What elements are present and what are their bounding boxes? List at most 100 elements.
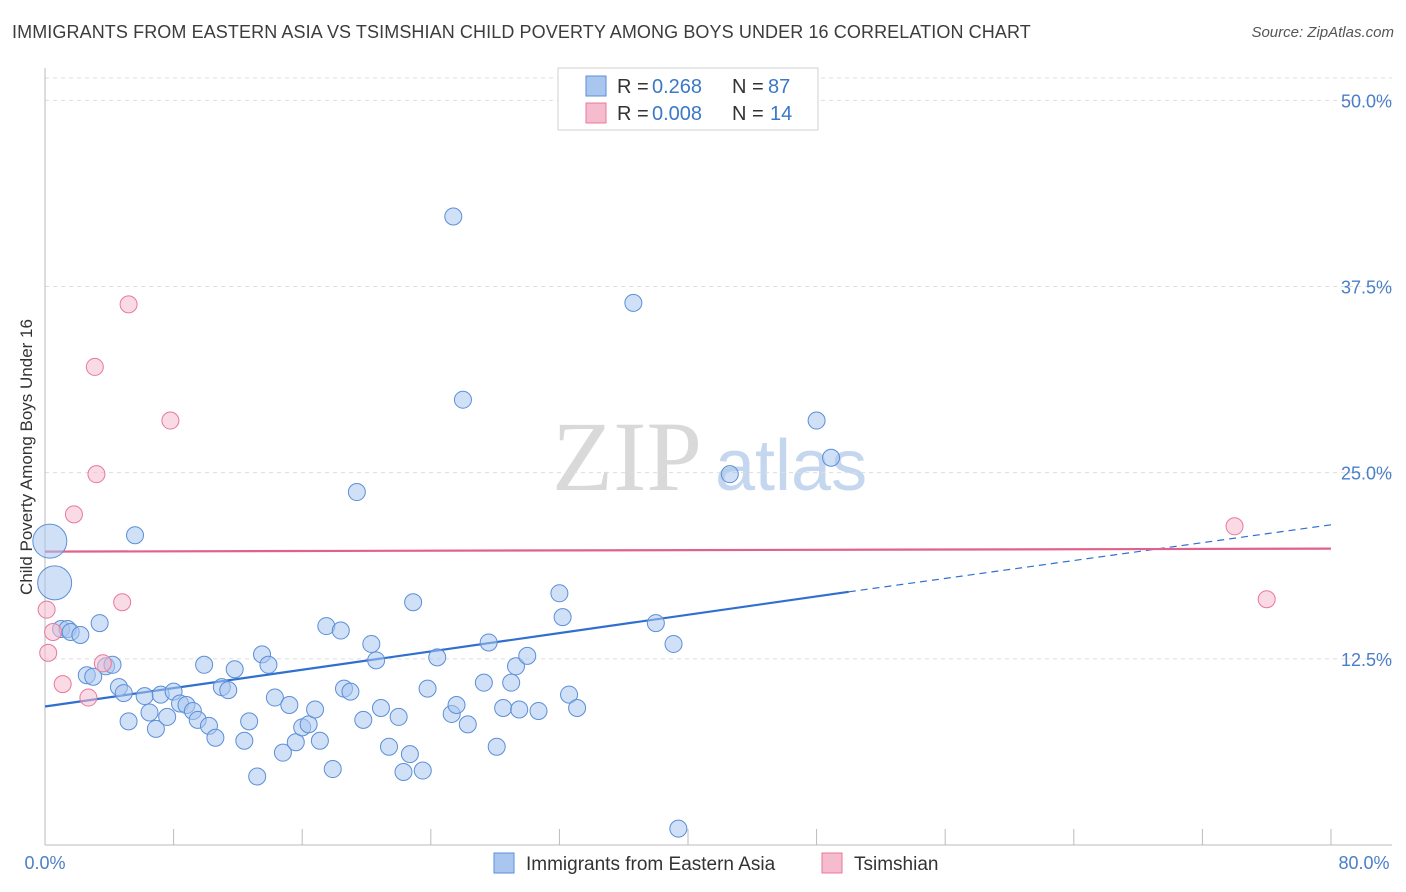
point-eastern-asia [510, 700, 529, 719]
point-eastern-asia [146, 719, 165, 738]
point-eastern-asia [362, 634, 381, 653]
point-tsimshian [39, 643, 58, 662]
point-eastern-asia [71, 626, 90, 645]
point-eastern-asia [669, 819, 688, 838]
point-eastern-asia [265, 688, 284, 707]
point-tsimshian [161, 411, 180, 430]
point-eastern-asia [341, 682, 360, 701]
point-eastern-asia [453, 390, 472, 409]
series-legend-swatch-blue [493, 852, 515, 874]
point-tsimshian [53, 675, 72, 694]
legend-swatch-pink [585, 102, 607, 124]
point-eastern-asia [310, 731, 329, 750]
point-eastern-asia [32, 523, 68, 559]
point-tsimshian [85, 357, 104, 376]
point-eastern-asia [299, 715, 318, 734]
point-eastern-asia [418, 679, 437, 698]
point-eastern-asia [195, 655, 214, 674]
point-tsimshian [79, 688, 98, 707]
watermark-zip: ZIP [552, 401, 702, 512]
point-eastern-asia [502, 673, 521, 692]
point-eastern-asia [664, 634, 683, 653]
trend-lines [44, 524, 1332, 708]
point-eastern-asia [518, 646, 537, 665]
grid-lines [45, 77, 1392, 660]
y-tick-label: 50.0% [1341, 91, 1392, 111]
point-eastern-asia [413, 761, 432, 780]
point-eastern-asia [367, 651, 386, 670]
legend-n-label-1: N = [732, 76, 764, 98]
y-tick-label: 12.5% [1341, 650, 1392, 670]
legend-r-value-2: 0.008 [652, 103, 702, 125]
point-eastern-asia [380, 737, 399, 756]
y-tick-label: 25.0% [1341, 464, 1392, 484]
point-eastern-asia [371, 698, 390, 717]
point-eastern-asia [720, 465, 739, 484]
legend-n-value-1: 87 [768, 76, 790, 98]
point-eastern-asia [389, 707, 408, 726]
point-eastern-asia [248, 767, 267, 786]
point-eastern-asia [235, 731, 254, 750]
point-eastern-asia [84, 667, 103, 686]
watermark-atlas: atlas [715, 426, 867, 506]
point-eastern-asia [506, 657, 525, 676]
point-eastern-asia [568, 698, 587, 717]
point-eastern-asia [126, 526, 145, 545]
point-eastern-asia [404, 593, 423, 612]
point-tsimshian [119, 295, 138, 314]
data-points [32, 207, 1276, 838]
x-ticks [44, 829, 1332, 845]
point-eastern-asia [474, 673, 493, 692]
point-tsimshian [64, 505, 83, 524]
point-eastern-asia [822, 448, 841, 467]
point-eastern-asia [428, 648, 447, 667]
legend-r-value-1: 0.268 [652, 76, 702, 98]
point-eastern-asia [323, 760, 342, 779]
trend-line-blue-extension [848, 524, 1332, 593]
series-legend-label-pink: Tsimshian [854, 854, 938, 875]
point-eastern-asia [354, 710, 373, 729]
point-eastern-asia [259, 655, 278, 674]
point-eastern-asia [286, 733, 305, 752]
point-eastern-asia [624, 293, 643, 312]
point-tsimshian [1257, 590, 1276, 609]
point-eastern-asia [206, 728, 225, 747]
trend-line-pink [44, 547, 1332, 553]
point-tsimshian [93, 654, 112, 673]
point-eastern-asia [550, 584, 569, 603]
point-eastern-asia [494, 698, 513, 717]
point-eastern-asia [400, 745, 419, 764]
point-eastern-asia [135, 687, 154, 706]
legend-r-label-1: R = [617, 76, 649, 98]
point-eastern-asia [479, 633, 498, 652]
point-eastern-asia [347, 483, 366, 502]
point-eastern-asia [394, 763, 413, 782]
x-tick-label-max: 80.0% [1338, 853, 1389, 873]
legend-r-label-2: R = [617, 103, 649, 125]
x-tick-label-min: 0.0% [24, 853, 65, 873]
series-legend-label-blue: Immigrants from Eastern Asia [526, 854, 776, 875]
point-tsimshian [37, 600, 56, 619]
point-eastern-asia [331, 621, 350, 640]
point-eastern-asia [90, 614, 109, 633]
point-eastern-asia [158, 707, 177, 726]
point-eastern-asia [807, 411, 826, 430]
stats-legend: R = 0.268 N = 87 R = 0.008 N = 14 [557, 67, 819, 131]
point-eastern-asia [646, 614, 665, 633]
legend-swatch-blue [585, 75, 607, 97]
point-eastern-asia [119, 712, 138, 731]
y-tick-label: 37.5% [1341, 278, 1392, 298]
point-eastern-asia [553, 608, 572, 627]
chart-title: IMMIGRANTS FROM EASTERN ASIA VS TSIMSHIA… [12, 22, 1031, 42]
point-eastern-asia [560, 685, 579, 704]
point-eastern-asia [487, 737, 506, 756]
point-eastern-asia [240, 712, 259, 731]
point-eastern-asia [444, 207, 463, 226]
point-eastern-asia [219, 681, 238, 700]
point-eastern-asia [140, 703, 159, 722]
point-eastern-asia [225, 660, 244, 679]
series-legend: Immigrants from Eastern Asia Tsimshian [493, 852, 938, 875]
point-eastern-asia [37, 565, 73, 601]
point-eastern-asia [306, 700, 325, 719]
